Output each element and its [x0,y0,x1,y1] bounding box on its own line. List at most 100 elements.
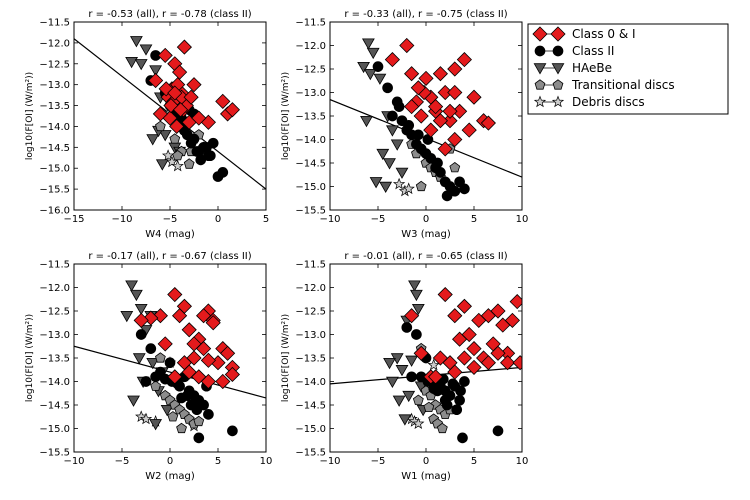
legend-label: Class II [572,44,614,58]
data-point-diamond [176,39,192,55]
data-point-triangle-down [405,355,419,367]
data-point-pentagon [150,380,161,391]
data-point-diamond [404,308,420,324]
y-tick-label: −11.5 [295,18,326,29]
data-point-diamond [167,85,183,101]
x-tick-label: 5 [263,214,269,225]
data-point-circle [150,371,161,383]
data-point-diamond [157,47,173,64]
data-point-diamond [490,303,506,319]
data-point-triangle-down [146,358,160,370]
y-tick-label: −13.0 [295,330,326,341]
y-tick-label: −12.0 [295,283,326,294]
data-point-diamond [148,72,164,89]
y-tick-label: −13.0 [295,88,326,99]
data-point-diamond [490,345,506,361]
y-tick-label: −14.0 [295,135,326,146]
data-point-triangle-down [134,303,148,316]
data-point-diamond [133,312,149,328]
data-layer [74,36,266,190]
legend-marker-star [551,95,565,108]
data-point-diamond [423,122,439,138]
data-point-diamond [191,110,207,126]
data-point-diamond [456,52,472,68]
data-point-diamond [158,81,174,97]
data-point-triangle-down [392,395,406,407]
data-point-diamond [186,350,202,366]
x-tick-label: 5 [471,214,477,225]
x-tick-label: −5 [371,456,386,467]
data-point-diamond [215,373,231,390]
data-point-triangle-down [366,47,380,60]
data-point-circle [411,329,422,340]
fit-line [74,345,266,399]
data-point-diamond [428,99,444,115]
y-axis-label: log10(F[OI] (W/m²)) [281,314,291,402]
chart-panel-4: r = -0.01 (all), r = -0.65 (class II) −10… [281,251,528,482]
legend: Class 0 & I Class II HAeBe Transitional dis… [527,23,729,115]
legend-label: HAeBe [572,61,612,75]
data-point-circle [145,343,157,354]
data-point-diamond [384,52,400,68]
data-point-circle [185,137,197,149]
data-point-circle [432,157,443,169]
x-tick-label: −15 [63,214,84,225]
data-point-triangle-down [134,59,148,71]
data-point-circle [439,394,451,406]
y-axis-label: log10(F[OI] (W/m²)) [281,72,291,160]
legend-label: Class 0 & I [572,27,636,41]
data-point-triangle-down [390,139,404,151]
y-tick-label: −13.5 [295,112,326,123]
data-point-diamond [437,141,453,157]
data-point-diamond [220,345,236,361]
data-point-triangle-down [376,148,390,161]
legend-marker-triangle-down [533,63,547,75]
data-point-diamond [432,113,448,129]
y-tick-label: −13.5 [39,354,70,365]
data-point-diamond [480,115,496,131]
data-point-diamond [413,108,429,124]
data-point-diamond [504,312,520,328]
data-point-diamond [169,118,185,135]
data-point-diamond [442,103,458,119]
x-tick-label: 5 [215,456,221,467]
data-point-triangle-down [379,181,393,194]
data-point-circle [140,376,152,387]
x-axis-label: W1 (mag) [401,471,451,482]
y-axis-label: log10(F[OI] (W/m²)) [25,314,35,402]
data-point-triangle-down [127,395,140,407]
data-point-triangle-down [158,130,172,142]
y-tick-label: −12.5 [39,59,70,70]
data-point-diamond [167,369,183,385]
data-point-diamond [404,99,420,115]
x-tick-label: 0 [423,456,429,467]
data-point-circle [435,167,446,178]
data-point-diamond [183,89,199,105]
data-point-diamond [186,336,202,352]
y-tick-label: −15.5 [295,206,326,217]
data-point-diamond [418,70,434,86]
data-point-diamond [205,315,221,331]
legend-marker-diamond [550,26,566,42]
data-point-circle [217,167,229,178]
x-tick-label: −5 [115,456,130,467]
data-point-diamond [447,308,463,324]
y-tick-label: −12.0 [39,38,70,49]
data-point-circle [459,376,470,387]
x-axis-label: W3 (mag) [401,229,451,240]
chart-title: r = -0.01 (all), r = -0.65 (class II) [344,251,507,262]
x-tick-label: −5 [371,214,386,225]
data-point-triangle-down [395,167,409,179]
y-tick-label: −15.5 [39,185,70,196]
x-tick-label: −10 [63,456,84,467]
y-tick-label: −12.0 [39,283,70,294]
chart-panel-3: r = -0.17 (all), r = -0.67 (class II) −10… [25,251,272,482]
data-point-diamond [456,350,472,366]
data-point-triangle-down [146,134,160,146]
data-point-triangle-down [385,376,399,389]
data-point-pentagon [449,162,461,173]
y-tick-label: −15.0 [295,182,326,193]
data-point-circle [492,425,504,437]
data-point-pentagon [172,150,184,161]
data-point-pentagon [169,133,181,144]
